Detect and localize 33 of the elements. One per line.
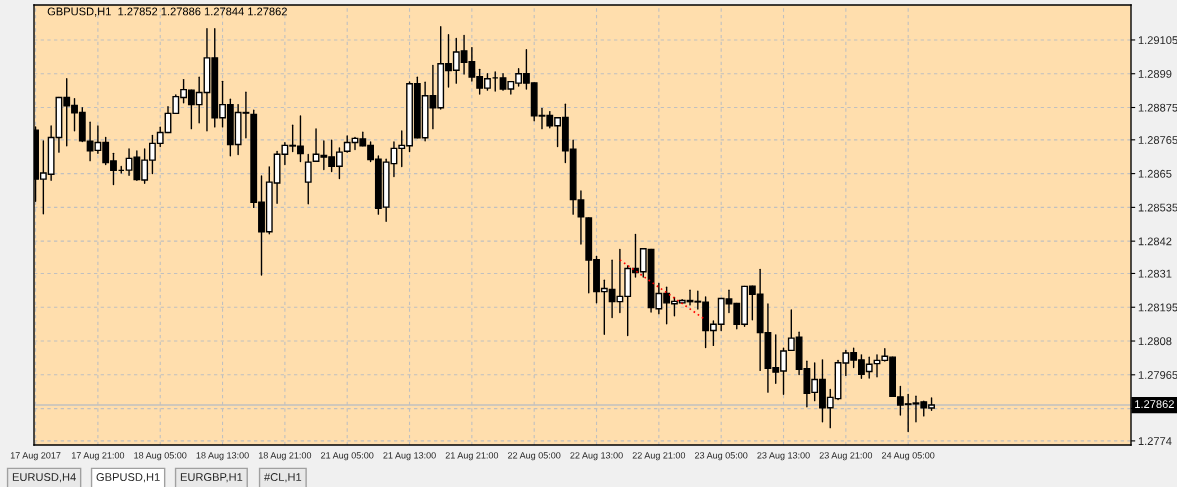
y-tick-label: 1.28765: [1138, 136, 1177, 144]
x-tick-label: 18 Aug 05:00: [134, 452, 187, 461]
x-tick-label: 17 Aug 21:00: [71, 452, 125, 461]
text: EURUSD,H4: [12, 473, 76, 483]
y-tick-label: 1.2808: [1138, 337, 1172, 346]
y-tick-label: 1.28875: [1138, 103, 1177, 112]
x-tick-label: 22 Aug 05:00: [508, 452, 561, 461]
ref-line-label: 1.27862: [1135, 400, 1174, 409]
y-tick-label: 1.2899: [1138, 70, 1172, 78]
x-tick-label: 24 Aug 05:00: [882, 452, 935, 461]
y-tick-label: 1.28535: [1138, 203, 1177, 212]
x-tick-label: 17 Aug 2017: [10, 452, 61, 461]
y-tick-label: 1.2774: [1138, 437, 1172, 445]
y-tick-label: 1.2842: [1138, 237, 1172, 246]
x-tick-label: 23 Aug 05:00: [695, 452, 748, 461]
y-tick-label: 1.28195: [1138, 303, 1177, 312]
y-tick-label: 1.2831: [1138, 269, 1172, 278]
x-tick-label: 22 Aug 21:00: [632, 452, 686, 461]
chart-title: GBPUSD,H1 1.27852 1.27886 1.27844 1.27862: [47, 7, 287, 17]
text: #CL,H1: [264, 473, 302, 483]
x-tick-label: 23 Aug 13:00: [757, 452, 810, 461]
x-tick-label: 22 Aug 13:00: [570, 452, 623, 461]
text: EURGBP,H1: [180, 473, 243, 483]
x-tick-label: 18 Aug 21:00: [258, 452, 312, 461]
x-tick-label: 21 Aug 05:00: [321, 452, 374, 461]
y-tick-label: 1.27965: [1138, 371, 1177, 379]
x-tick-label: 23 Aug 21:00: [819, 452, 873, 461]
x-tick-label: 21 Aug 13:00: [383, 452, 436, 461]
y-tick-label: 1.29105: [1138, 36, 1177, 45]
text: GBPUSD,H1: [96, 473, 160, 483]
x-tick-label: 18 Aug 13:00: [196, 452, 249, 461]
x-tick-label: 21 Aug 21:00: [445, 452, 499, 461]
y-tick-label: 1.2865: [1138, 169, 1172, 178]
